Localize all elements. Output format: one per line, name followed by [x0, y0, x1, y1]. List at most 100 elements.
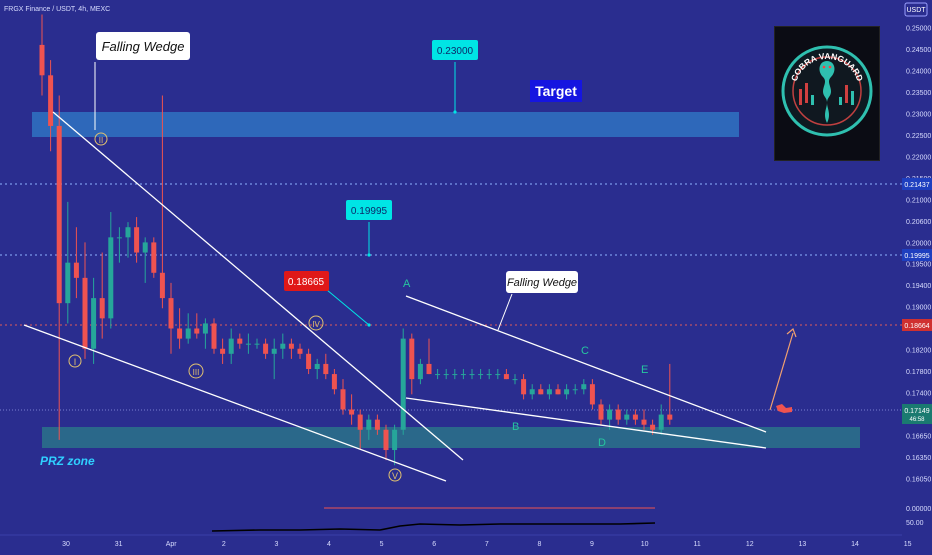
candle — [48, 60, 54, 152]
candle-body — [555, 389, 561, 395]
candle — [245, 333, 251, 354]
target-box[interactable] — [530, 80, 582, 102]
candle — [99, 252, 105, 339]
candle-body — [56, 125, 62, 304]
wave-IV-circle — [308, 315, 324, 331]
time-axis[interactable]: 30 31 Apr 2 3 4 5 6 7 8 9 10 11 12 13 14 15 — [62, 541, 911, 548]
candle-body — [615, 409, 621, 420]
time-tick: 8 — [537, 541, 541, 548]
candle-body — [512, 379, 518, 381]
candle — [306, 348, 312, 375]
time-tick: 4 — [327, 541, 331, 548]
label-C: C — [581, 345, 589, 357]
candle — [271, 338, 277, 380]
candle — [288, 338, 294, 359]
candle-body — [667, 414, 673, 420]
candle-body — [349, 409, 355, 415]
candle — [228, 328, 234, 364]
price-tick: 0.20000 — [906, 240, 931, 247]
candle-body — [607, 409, 613, 420]
candle — [443, 369, 449, 380]
candle — [366, 414, 372, 440]
price-box-018665-dot — [367, 323, 371, 327]
wedge-upper-line-2 — [405, 295, 767, 433]
candle — [116, 227, 122, 263]
time-tick: 30 — [62, 541, 70, 548]
volume-tick-bottom: 50.00 — [906, 520, 924, 527]
price-tick: 0.18200 — [906, 348, 931, 355]
candle-body — [564, 389, 570, 395]
candle — [314, 358, 320, 380]
candle — [280, 333, 286, 359]
candle-body — [658, 414, 664, 430]
candle-body — [314, 363, 320, 369]
wedge-lower-line-2 — [405, 397, 767, 449]
price-tick: 0.16050 — [906, 477, 931, 484]
wedge-upper-line-1 — [52, 111, 464, 461]
candle — [237, 333, 243, 349]
candle — [555, 384, 561, 395]
time-tick: 10 — [641, 541, 649, 548]
candle-body — [589, 384, 595, 405]
candle-body — [39, 44, 45, 76]
price-tick: 0.19400 — [906, 283, 931, 290]
candle-body — [392, 429, 398, 451]
candle-body — [91, 298, 97, 349]
candle — [211, 318, 217, 354]
candle — [323, 353, 329, 380]
candle-body — [443, 374, 449, 376]
candle — [202, 318, 208, 349]
falling-wedge-2-box[interactable] — [506, 271, 578, 293]
candle — [607, 404, 613, 430]
candle-body — [151, 242, 157, 273]
candle-body — [168, 298, 174, 329]
wave-III-circle — [188, 363, 204, 379]
price-tick: 0.22000 — [906, 154, 931, 161]
currency-badge-label: USDT — [906, 7, 926, 14]
falling-wedge-2-label: Falling Wedge — [507, 277, 577, 289]
price-tag-0-21437-label: 0.21437 — [904, 182, 929, 189]
candle — [331, 369, 337, 395]
candle — [142, 237, 148, 283]
price-box-019995[interactable] — [346, 200, 392, 220]
currency-badge[interactable] — [904, 2, 928, 17]
candle-body — [435, 374, 441, 376]
candle — [177, 308, 183, 349]
candle-body — [572, 389, 578, 391]
candle-body — [366, 419, 372, 430]
candles-group — [39, 14, 673, 466]
candle-body — [177, 328, 183, 339]
candle-body — [598, 404, 604, 420]
candle — [426, 338, 432, 375]
candle — [220, 338, 226, 364]
candle-body — [263, 343, 269, 354]
time-tick: 6 — [432, 541, 436, 548]
candle — [349, 394, 355, 425]
candle-body — [82, 277, 88, 349]
candle — [469, 369, 475, 380]
candle — [495, 369, 501, 380]
candle-body — [202, 323, 208, 334]
wave-V-circle — [388, 468, 402, 482]
candle-body — [641, 419, 647, 425]
price-box-019995-dot — [367, 253, 371, 257]
candle-body — [280, 343, 286, 349]
cobra-vanguard-logo: COBRA VANGUARD — [774, 26, 880, 161]
candle-body — [546, 389, 552, 395]
price-tick: 0.21000 — [906, 197, 931, 204]
candle-body — [529, 389, 535, 395]
prz-zone — [42, 427, 860, 448]
candle-body — [99, 298, 105, 319]
projection-arrowhead-icon — [786, 327, 797, 338]
wave-markers: I II III IV V — [68, 132, 402, 482]
price-tick: 0.24000 — [906, 68, 931, 75]
price-tag-0-19995-label: 0.19995 — [904, 253, 929, 260]
price-box-023[interactable] — [432, 40, 478, 60]
price-box-023-label: 0.23000 — [437, 46, 474, 57]
candle-body — [469, 374, 475, 376]
time-tick: Apr — [166, 541, 178, 548]
candle — [572, 384, 578, 395]
falling-wedge-1-box[interactable] — [96, 32, 190, 60]
price-box-018665[interactable] — [284, 271, 329, 291]
